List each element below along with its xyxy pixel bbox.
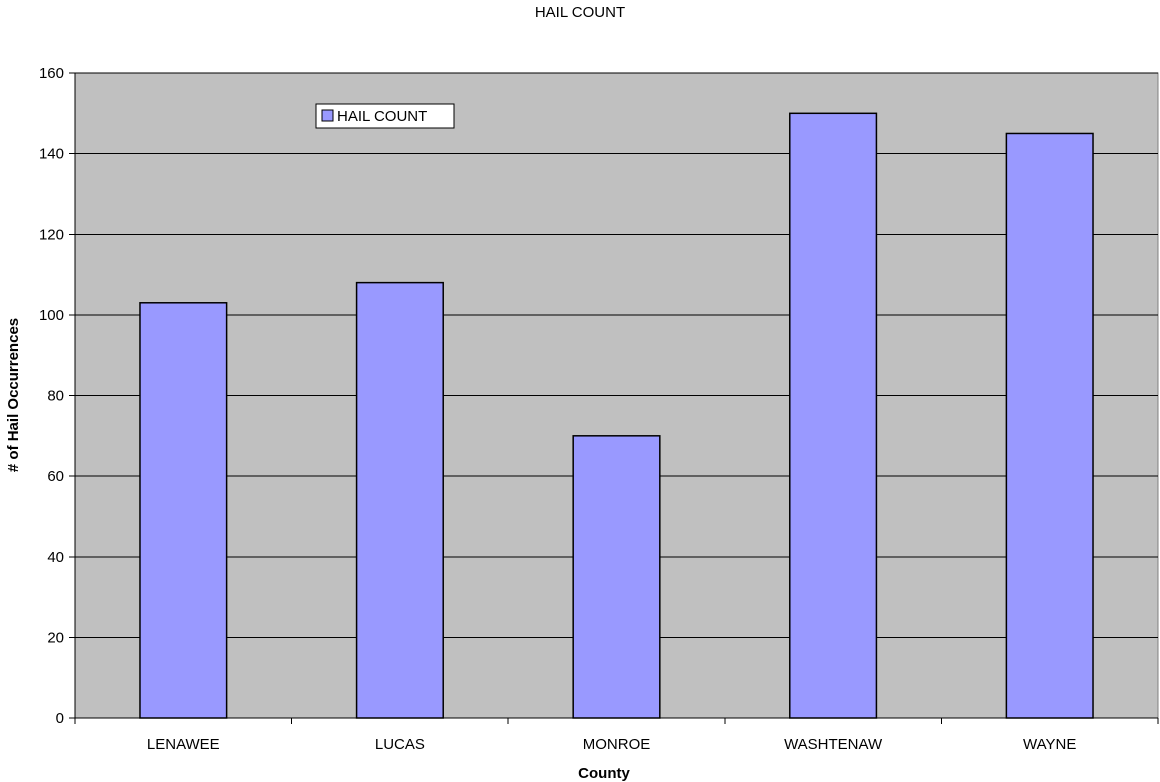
x-tick-label: MONROE — [583, 736, 651, 753]
y-tick-labels: 0 20 40 60 80 100 120 140 160 — [39, 65, 64, 727]
y-tick-label: 20 — [47, 629, 64, 646]
y-axis-label: # of Hail Occurrences — [5, 318, 22, 472]
x-tick-labels: LENAWEE LUCAS MONROE WASHTENAW WAYNE — [147, 736, 1076, 753]
legend-label: HAIL COUNT — [337, 108, 427, 125]
x-tick-label: LENAWEE — [147, 736, 220, 753]
bar — [789, 112, 878, 719]
y-tick-label: 80 — [47, 388, 64, 405]
y-tick-label: 160 — [39, 65, 64, 82]
x-tick-label: WASHTENAW — [784, 736, 883, 753]
y-tick-label: 100 — [39, 307, 64, 324]
bars — [139, 112, 1094, 719]
legend: HAIL COUNT — [315, 103, 455, 129]
y-tick-label: 120 — [39, 226, 64, 243]
bar — [572, 435, 661, 719]
bar — [355, 281, 444, 719]
x-tick-label: LUCAS — [375, 736, 425, 753]
y-tick-label: 0 — [56, 710, 64, 727]
y-tick-label: 60 — [47, 468, 64, 485]
legend-box — [315, 103, 455, 129]
gridlines — [75, 72, 1158, 638]
bar — [139, 302, 228, 719]
x-axis-label: County — [578, 765, 630, 782]
x-tick-label: WAYNE — [1023, 736, 1076, 753]
bar — [1005, 132, 1094, 719]
y-tick-label: 140 — [39, 146, 64, 163]
axes — [69, 72, 1159, 724]
legend-swatch — [321, 109, 334, 122]
y-tick-label: 40 — [47, 549, 64, 566]
chart-title: HAIL COUNT — [535, 4, 625, 21]
